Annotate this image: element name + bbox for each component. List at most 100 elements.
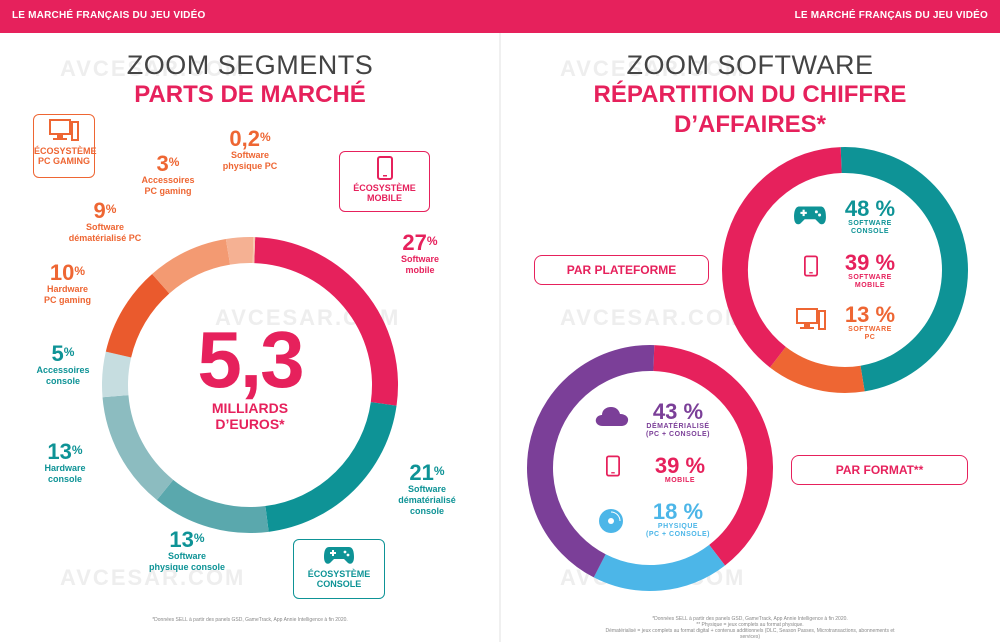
- ecosystem-mobile-label-2: MOBILE: [367, 193, 402, 203]
- cloud-icon: [595, 407, 629, 426]
- ecosystem-console-label-1: ÉCOSYSTÈME: [307, 569, 371, 579]
- platform-pc-l2: PC: [864, 334, 876, 341]
- label-sdc-l1: Software: [407, 484, 446, 494]
- format-mobile-unit: %: [685, 453, 706, 478]
- ecosystem-mobile-label-1: ÉCOSYSTÈME: [353, 183, 416, 193]
- right-title: ZOOM SOFTWARE: [626, 50, 874, 80]
- format-dematerialise-unit: %: [683, 399, 704, 424]
- label-ac-l1: Accessoires: [36, 365, 90, 375]
- left-title: ZOOM SEGMENTS: [126, 50, 374, 80]
- header-right-title: LE MARCHÉ FRANÇAIS DU JEU VIDÉO: [794, 10, 988, 21]
- ecosystem-pc-label-1: ÉCOSYSTÈME: [34, 146, 97, 156]
- center-unit-line-2: D’EUROS*: [215, 416, 285, 432]
- label-apc-pct: 3: [156, 151, 169, 176]
- format-mobile-label: 39 % MOBILE: [640, 455, 720, 485]
- left-subtitle: PARTS DE MARCHÉ: [134, 81, 366, 108]
- center-value: 5,3: [197, 315, 304, 404]
- format-dematerialise-pct: 43: [652, 399, 678, 424]
- label-sdc-unit: %: [433, 464, 445, 478]
- left-footnote: *Données SELL à partir des panels GSD, G…: [152, 617, 348, 623]
- label-sdpc-l2: dématérialisé PC: [68, 233, 142, 243]
- label-sdpc-unit: %: [105, 202, 117, 216]
- format-slice-0: [653, 345, 773, 566]
- format-dematerialise-label: 43 % DÉMATÉRIALISÉ (PC + CONSOLE): [633, 401, 723, 439]
- market-share-slice-4: [102, 351, 132, 398]
- platform-console-pct: 48: [844, 196, 870, 221]
- label-software-dematerialise-console: 21% Software dématérialisé console: [382, 462, 472, 517]
- label-software-dematerialise-pc: 9% Software dématérialisé PC: [55, 200, 155, 244]
- format-physique-l2: (PC + CONSOLE): [646, 531, 710, 538]
- platform-pc-pct: 13: [844, 302, 870, 327]
- format-physique-pct: 18: [652, 499, 678, 524]
- platform-slice-1: [769, 346, 865, 393]
- platform-mobile-l2: MOBILE: [854, 282, 886, 289]
- market-share-slice-5: [105, 273, 170, 358]
- label-sppc-l2: physique PC: [222, 161, 278, 171]
- label-sdpc-l1: Software: [85, 222, 124, 232]
- platform-slice-0: [840, 147, 968, 392]
- ecosystem-mobile-box: ÉCOSYSTÈME MOBILE: [339, 151, 430, 212]
- ecosystem-console-box: ÉCOSYSTÈME CONSOLE: [293, 539, 385, 599]
- pill-par-plateforme: PAR PLATEFORME: [534, 255, 709, 285]
- label-software-physique-console: 13% Software physique console: [132, 529, 242, 573]
- desktop-pc-icon: [49, 119, 79, 141]
- gamepad-icon: [794, 206, 826, 225]
- pill-par-format: PAR FORMAT**: [791, 455, 968, 485]
- disc-icon: [599, 509, 623, 533]
- format-mobile-l1: MOBILE: [664, 477, 696, 484]
- label-hc-l2: console: [47, 474, 82, 484]
- page-divider: [499, 33, 501, 642]
- market-share-slice-7: [225, 237, 254, 265]
- header-left-title: LE MARCHÉ FRANÇAIS DU JEU VIDÉO: [12, 10, 206, 21]
- format-physique-unit: %: [683, 499, 704, 524]
- right-footnote-2: ** Physique = jeux complets au format ph…: [696, 622, 804, 628]
- smartphone-icon: [804, 255, 818, 277]
- watermark-4: AVCESAR.COM: [560, 305, 746, 330]
- platform-console-l2: CONSOLE: [850, 228, 890, 235]
- market-share-slice-3: [102, 394, 174, 501]
- label-hpc-pct: 10: [49, 260, 75, 285]
- platform-mobile-l1: SOFTWARE: [848, 274, 892, 281]
- ecosystem-pc-label-2: PC GAMING: [37, 156, 90, 166]
- platform-pc-label: 13 % SOFTWARE PC: [835, 304, 905, 342]
- watermark-5: AVCESAR.COM: [60, 565, 246, 590]
- center-unit: MILLIARDS D’EUROS*: [150, 400, 350, 432]
- platform-mobile-label: 39 % SOFTWARE MOBILE: [835, 252, 905, 290]
- platform-slice-2: [722, 147, 842, 368]
- label-spc-l1: Software: [167, 551, 206, 561]
- format-physique-l1: PHYSIQUE: [657, 523, 699, 530]
- label-hc-l1: Hardware: [44, 463, 86, 473]
- format-slice-1: [593, 544, 726, 591]
- header-bar: LE MARCHÉ FRANÇAIS DU JEU VIDÉO LE MARCH…: [0, 0, 1000, 33]
- format-slice-2: [527, 345, 655, 578]
- label-hardware-console: 13% Hardware console: [30, 441, 100, 485]
- right-subtitle-line-1: RÉPARTITION DU CHIFFRE: [593, 81, 907, 108]
- label-hpc-unit: %: [74, 264, 86, 278]
- label-apc-unit: %: [168, 155, 180, 169]
- label-hardware-pc-gaming: 10% Hardware PC gaming: [30, 262, 105, 306]
- center-unit-line-1: MILLIARDS: [211, 400, 289, 416]
- label-hc-unit: %: [71, 443, 83, 457]
- label-accessoires-pc-gaming: 3% Accessoires PC gaming: [128, 153, 208, 197]
- label-sppc-unit: %: [259, 130, 271, 144]
- label-sppc-pct: 0,2: [229, 126, 260, 151]
- right-subtitle-line-2: D’AFFAIRES*: [673, 111, 826, 138]
- platform-pc-unit: %: [875, 302, 896, 327]
- desktop-pc-icon: [796, 308, 826, 330]
- gamepad-icon: [324, 547, 354, 564]
- label-apc-l2: PC gaming: [144, 186, 192, 196]
- format-mobile-pct: 39: [654, 453, 680, 478]
- label-accessoires-console: 5% Accessoires console: [28, 343, 98, 387]
- right-footnote-3: Dématérialisé = jeux complets au format …: [605, 628, 895, 640]
- right-subtitle: RÉPARTITION DU CHIFFRE D’AFFAIRES*: [500, 80, 1000, 140]
- platform-console-label: 48 % SOFTWARE CONSOLE: [835, 198, 905, 236]
- market-share-slice-2: [156, 479, 269, 533]
- label-hpc-l2: PC gaming: [43, 295, 91, 305]
- platform-console-l1: SOFTWARE: [848, 220, 892, 227]
- label-sppc-l1: Software: [230, 150, 269, 160]
- platform-pc-l1: SOFTWARE: [848, 326, 892, 333]
- label-ac-l2: console: [45, 376, 80, 386]
- platform-console-unit: %: [875, 196, 896, 221]
- label-hpc-l1: Hardware: [46, 284, 89, 294]
- watermark-1: AVCESAR.COM: [60, 56, 246, 81]
